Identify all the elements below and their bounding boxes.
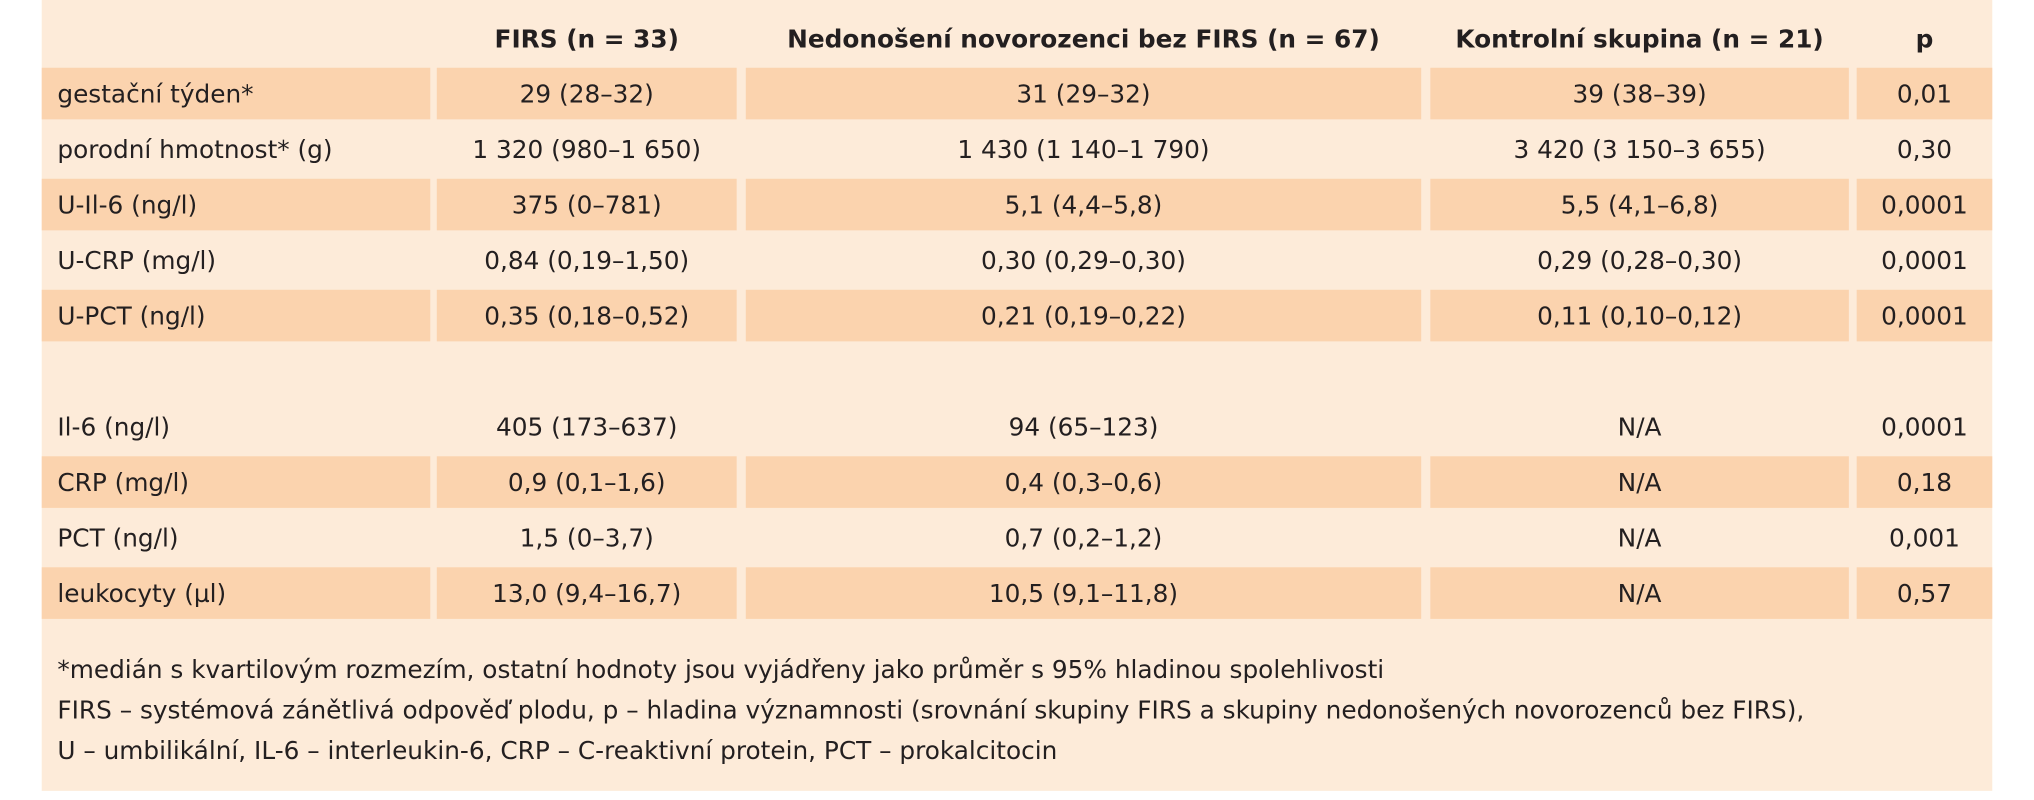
cell: 0,7 (0,2–1,2) — [1005, 524, 1163, 553]
cell-bg — [41, 567, 431, 619]
footnote: FIRS – systémová zánětlivá odpověď plodu… — [57, 695, 1804, 724]
footnote: *medián s kvartilovým rozmezím, ostatní … — [57, 655, 1384, 684]
cell: 0,21 (0,19–0,22) — [981, 302, 1186, 331]
cell: 375 (0–781) — [512, 191, 662, 220]
cell: 0,01 — [1897, 80, 1952, 109]
cell-bg — [745, 178, 1422, 231]
row-label: CRP (mg/l) — [57, 468, 189, 497]
row-label: Il-6 (ng/l) — [57, 413, 170, 442]
cell: 39 (38–39) — [1573, 80, 1707, 109]
cell-bg — [436, 178, 737, 231]
panel — [41, 0, 1993, 791]
cell-bg — [1856, 456, 1993, 508]
cell-bg — [1856, 289, 1993, 342]
cell: N/A — [1618, 413, 1662, 442]
cell: 3 420 (3 150–3 655) — [1513, 135, 1765, 164]
column-header: Kontrolní skupina (n = 21) — [1455, 24, 1823, 53]
cell: 1 320 (980–1 650) — [472, 135, 701, 164]
column-header: FIRS (n = 33) — [495, 24, 679, 53]
cell: 10,5 (9,1–11,8) — [989, 579, 1178, 608]
cell: 94 (65–123) — [1009, 413, 1159, 442]
row-label: U-CRP (mg/l) — [57, 246, 216, 275]
cell: 13,0 (9,4–16,7) — [492, 579, 681, 608]
cell-bg — [1430, 178, 1849, 231]
cell: 0,57 — [1897, 579, 1952, 608]
column-header: p — [1916, 24, 1934, 53]
cell: 0,001 — [1889, 524, 1960, 553]
cell-bg — [41, 289, 431, 342]
cell: 5,1 (4,4–5,8) — [1005, 191, 1163, 220]
cell: 0,29 (0,28–0,30) — [1537, 246, 1742, 275]
cell: 0,0001 — [1881, 191, 1968, 220]
cell-bg — [745, 567, 1422, 619]
cell: 1,5 (0–3,7) — [520, 524, 654, 553]
cell-bg — [1856, 178, 1993, 231]
cell-bg — [1856, 67, 1993, 120]
cell: 0,11 (0,10–0,12) — [1537, 302, 1742, 331]
row-label: PCT (ng/l) — [57, 524, 178, 553]
cell-bg — [745, 289, 1422, 342]
cell: 0,0001 — [1881, 246, 1968, 275]
cell: N/A — [1618, 524, 1662, 553]
cell-bg — [745, 456, 1422, 508]
footnote: U – umbilikální, IL-6 – interleukin-6, C… — [57, 736, 1057, 765]
cell-bg — [41, 456, 431, 508]
cell-bg — [436, 456, 737, 508]
cell: 31 (29–32) — [1016, 80, 1150, 109]
cell-bg — [1430, 67, 1849, 120]
cell: 0,30 — [1897, 135, 1952, 164]
cell: 0,35 (0,18–0,52) — [484, 302, 689, 331]
cell: 405 (173–637) — [496, 413, 677, 442]
cell-bg — [1430, 456, 1849, 508]
column-header: Nedonošení novorozenci bez FIRS (n = 67) — [787, 24, 1380, 53]
cell: 29 (28–32) — [520, 80, 654, 109]
cell-bg — [745, 67, 1422, 120]
row-label: U-PCT (ng/l) — [57, 302, 205, 331]
cell-bg — [436, 567, 737, 619]
row-label: gestační týden* — [57, 80, 253, 109]
cell: 1 430 (1 140–1 790) — [957, 135, 1209, 164]
cell-bg — [1856, 567, 1993, 619]
cell: 0,9 (0,1–1,6) — [508, 468, 666, 497]
cell-bg — [1430, 289, 1849, 342]
cell-bg — [436, 289, 737, 342]
cell: 0,0001 — [1881, 302, 1968, 331]
row-label: leukocyty (µl) — [57, 579, 226, 608]
row-label: U-Il-6 (ng/l) — [57, 191, 197, 220]
cell: 0,18 — [1897, 468, 1952, 497]
cell: N/A — [1618, 468, 1662, 497]
cell: 0,4 (0,3–0,6) — [1005, 468, 1163, 497]
cell-bg — [436, 67, 737, 120]
cell: 0,0001 — [1881, 413, 1968, 442]
row-label: porodní hmotnost* (g) — [57, 135, 332, 164]
cell-bg — [41, 178, 431, 231]
cell-bg — [41, 67, 431, 120]
cell: N/A — [1618, 579, 1662, 608]
cell-bg — [1430, 567, 1849, 619]
cell: 0,30 (0,29–0,30) — [981, 246, 1186, 275]
cell: 5,5 (4,1–6,8) — [1561, 191, 1719, 220]
cell: 0,84 (0,19–1,50) — [484, 246, 689, 275]
